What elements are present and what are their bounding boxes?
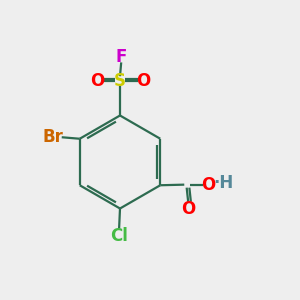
Text: Cl: Cl	[110, 227, 128, 245]
Text: S: S	[114, 72, 126, 90]
Text: O: O	[181, 200, 195, 218]
Text: Br: Br	[42, 128, 63, 146]
Text: O: O	[90, 72, 104, 90]
Text: F: F	[116, 48, 127, 66]
Text: O: O	[136, 72, 150, 90]
Text: ·H: ·H	[214, 174, 234, 192]
Text: O: O	[201, 176, 215, 194]
